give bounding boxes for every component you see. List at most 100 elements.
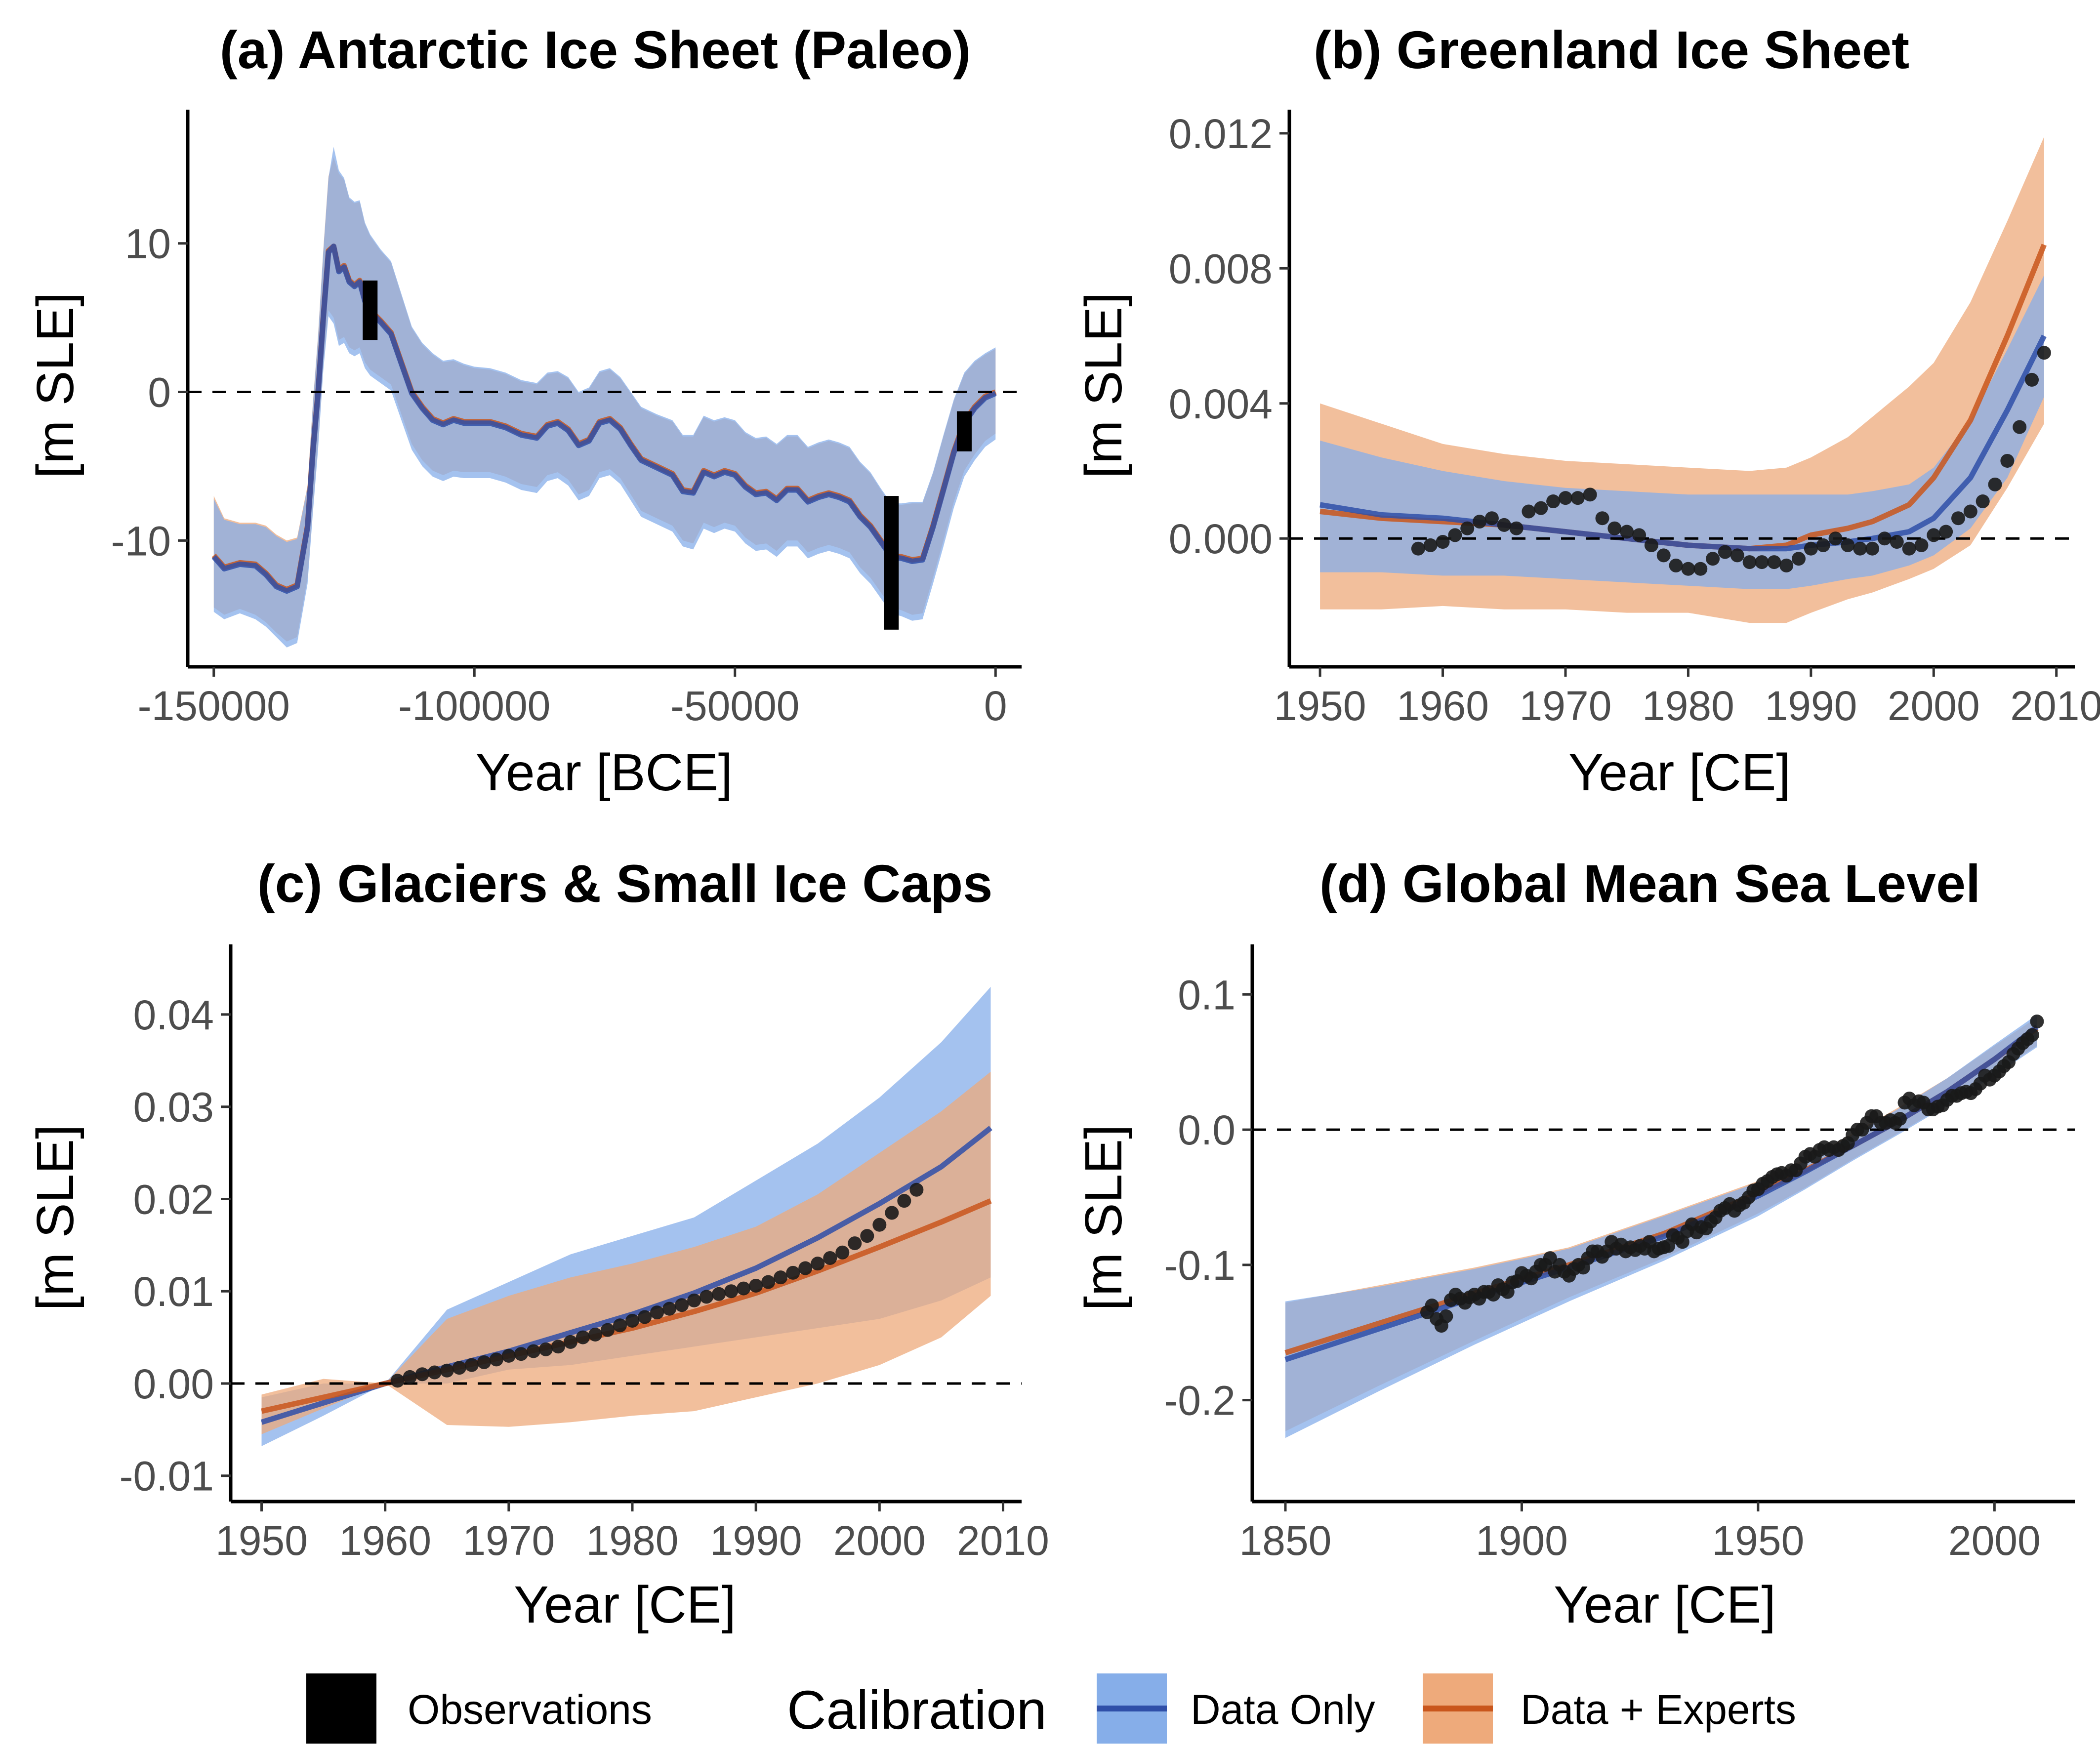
y-tick-label-a-1: 0 [148,369,171,416]
observation-point-b-6 [1484,511,1499,526]
panel-d: (d) Global Mean Sea Level 1850 1900 1950 20… [1074,854,2075,1634]
observation-point-c-9 [501,1348,516,1363]
observation-point-b-7 [1497,518,1511,532]
observation-point-c-33 [798,1261,813,1275]
observation-point-b-2 [1436,535,1450,549]
observation-point-c-26 [712,1287,726,1301]
legend-data-experts-label: Data + Experts [1521,1686,1796,1733]
panel-title-b: (b) Greenland Ice Sheet [1314,20,1909,80]
observation-point-c-15 [576,1330,590,1344]
observation-point-b-37 [1865,541,1880,556]
observation-point-b-4 [1460,521,1475,535]
observation-point-c-36 [835,1245,850,1260]
x-tick-label-d-2: 1950 [1712,1517,1804,1564]
observation-point-c-21 [650,1305,664,1320]
observation-bar-a-2 [956,411,972,451]
observation-point-c-3 [427,1365,442,1380]
legend-calibration-title: Calibration [787,1680,1047,1741]
legend: Observations Calibration Data Only Data … [306,1673,1796,1744]
observation-point-c-40 [885,1206,899,1220]
panel-title-d: (d) Global Mean Sea Level [1319,854,1980,913]
observation-point-b-28 [1755,555,1769,570]
y-tick-label-c-1: 0.00 [133,1361,214,1407]
legend-data-only-label: Data Only [1191,1686,1375,1733]
observation-point-c-14 [563,1335,577,1349]
observation-point-b-30 [1779,558,1794,572]
observation-point-c-41 [897,1194,911,1208]
observation-point-c-4 [440,1363,454,1378]
observation-point-b-11 [1546,494,1561,509]
y-tick-label-b-3: 0.012 [1169,111,1273,157]
x-tick-label-c-0: 1950 [215,1517,308,1564]
observation-point-b-16 [1607,521,1622,535]
observation-point-c-34 [811,1257,825,1271]
x-tick-label-b-3: 1980 [1642,683,1734,729]
observation-point-b-22 [1681,562,1695,576]
observation-point-b-33 [1816,538,1830,552]
x-tick-label-c-3: 1980 [586,1517,679,1564]
observation-point-c-25 [700,1290,714,1304]
x-tick-label-b-6: 2010 [2010,683,2100,729]
observation-point-c-17 [600,1323,615,1337]
observation-point-d-54 [1675,1235,1689,1249]
observation-point-b-17 [1620,525,1634,539]
observation-point-c-20 [638,1310,652,1324]
observation-point-b-26 [1730,548,1744,563]
y-axis-label-a: [m SLE] [26,292,84,478]
observation-point-c-16 [588,1327,602,1342]
observation-point-b-41 [1914,538,1929,552]
x-tick-label-b-5: 2000 [1888,683,1980,729]
y-tick-label-a-0: -10 [111,518,171,564]
observation-point-b-9 [1522,504,1536,519]
observation-point-c-39 [872,1218,887,1232]
x-tick-label-d-3: 2000 [1948,1517,2041,1564]
observation-point-b-49 [2013,420,2027,434]
x-tick-label-b-2: 1970 [1520,683,1612,729]
observation-point-c-30 [761,1275,776,1289]
y-tick-label-c-2: 0.01 [133,1268,214,1315]
observation-point-b-36 [1853,541,1867,556]
observation-point-d-100 [1893,1112,1907,1126]
observation-point-d-1 [1425,1299,1439,1313]
x-tick-label-a-1: -100000 [398,683,550,729]
panel-title-a: (a) Antarctic Ice Sheet (Paleo) [220,20,971,80]
observation-point-c-19 [625,1313,640,1328]
plot-area-b: 1950 1960 1970 1980 1990 2000 2010 0.000 0.004 0.… [1169,110,2100,729]
observation-point-c-5 [452,1361,466,1375]
legend-observations-label: Observations [408,1686,652,1733]
observation-point-b-5 [1473,515,1487,529]
observation-point-b-18 [1632,528,1647,542]
plot-area-a: -150000 -100000 -50000 0 -10 0 10 [111,110,1022,729]
observation-point-c-31 [774,1270,788,1285]
x-axis-label-b: Year [CE] [1568,743,1791,802]
band-data-only-a [213,147,996,648]
observation-point-b-10 [1534,501,1548,515]
observation-point-b-32 [1804,541,1818,556]
x-tick-label-a-0: -150000 [138,683,290,729]
observation-bar-a-1 [884,496,899,630]
observation-point-c-12 [538,1342,553,1356]
y-tick-label-b-1: 0.004 [1169,381,1273,427]
observation-point-b-43 [1939,525,1953,539]
observation-point-b-15 [1595,511,1609,526]
y-tick-label-b-0: 0.000 [1169,516,1273,562]
observation-point-c-22 [662,1302,677,1316]
observation-point-d-129 [2030,1015,2044,1029]
observation-point-c-27 [724,1284,739,1299]
observation-point-d-51 [1661,1239,1676,1253]
observation-point-b-47 [1988,477,2002,491]
observation-point-c-11 [526,1344,540,1358]
observation-point-c-13 [551,1340,565,1354]
observation-point-c-28 [737,1281,751,1296]
y-axis-label-c: [m SLE] [26,1124,84,1310]
observation-point-b-24 [1706,552,1720,566]
band-data-only-b [1320,275,2044,589]
y-tick-label-c-3: 0.02 [133,1176,214,1222]
observation-point-c-6 [464,1358,479,1372]
observation-point-b-31 [1792,552,1806,566]
band-data-experts-c [261,1071,991,1434]
line-data-only-a [211,244,997,594]
observation-point-c-37 [848,1236,862,1251]
observation-point-b-46 [1976,494,1990,509]
